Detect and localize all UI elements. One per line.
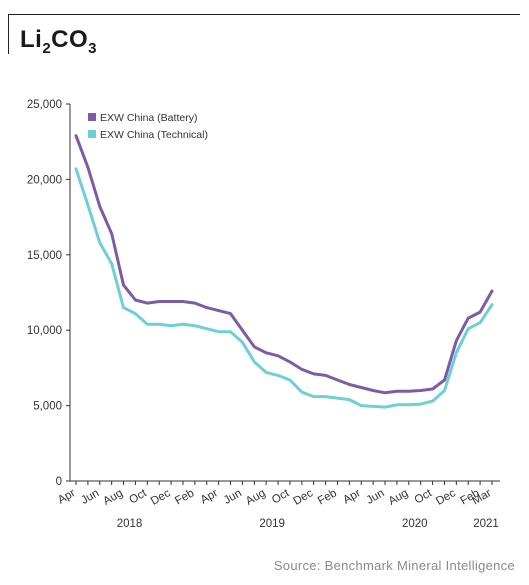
y-tick-label: 25,000 bbox=[27, 99, 62, 111]
x-month-label: Feb bbox=[173, 487, 196, 507]
title-frame-left-line bbox=[8, 14, 9, 54]
legend-label: EXW China (Technical) bbox=[100, 129, 208, 141]
x-month-label: Oct bbox=[127, 487, 149, 507]
x-month-label: Apr bbox=[199, 487, 221, 506]
legend-swatch bbox=[88, 113, 96, 121]
x-month-label: Aug bbox=[101, 487, 125, 508]
series-line-0 bbox=[74, 134, 494, 395]
x-month-label: Aug bbox=[387, 487, 411, 508]
x-month-label: Oct bbox=[270, 487, 292, 507]
x-month-label: Oct bbox=[413, 487, 435, 507]
x-month-label: Jun bbox=[222, 487, 244, 507]
y-tick-label: 0 bbox=[56, 476, 62, 488]
y-tick-label: 15,000 bbox=[27, 250, 62, 262]
legend-label: EXW China (Battery) bbox=[100, 112, 197, 124]
x-month-label: Apr bbox=[56, 487, 78, 506]
chart-title: Li2CO3 bbox=[20, 26, 98, 57]
y-tick-label: 20,000 bbox=[27, 174, 62, 186]
x-year-label: 2018 bbox=[117, 518, 143, 530]
x-month-label: Apr bbox=[341, 487, 363, 506]
series-line-1 bbox=[74, 167, 494, 409]
x-month-label: Dec bbox=[149, 487, 173, 508]
y-tick-label: 10,000 bbox=[27, 325, 62, 337]
x-month-label: Dec bbox=[292, 487, 316, 508]
x-month-label: Feb bbox=[316, 487, 339, 507]
x-month-label: Aug bbox=[244, 487, 268, 508]
x-year-label: 2021 bbox=[473, 518, 499, 530]
x-month-label: Jun bbox=[364, 487, 386, 507]
x-month-label: Jun bbox=[79, 487, 101, 507]
source-note: Source: Benchmark Mineral Intelligence bbox=[273, 558, 515, 573]
x-month-label: Dec bbox=[434, 487, 458, 508]
y-tick-label: 5,000 bbox=[33, 401, 62, 413]
x-year-label: 2019 bbox=[259, 518, 285, 530]
title-frame-top-line bbox=[8, 14, 520, 15]
legend-swatch bbox=[88, 130, 96, 138]
x-year-label: 2020 bbox=[402, 518, 428, 530]
